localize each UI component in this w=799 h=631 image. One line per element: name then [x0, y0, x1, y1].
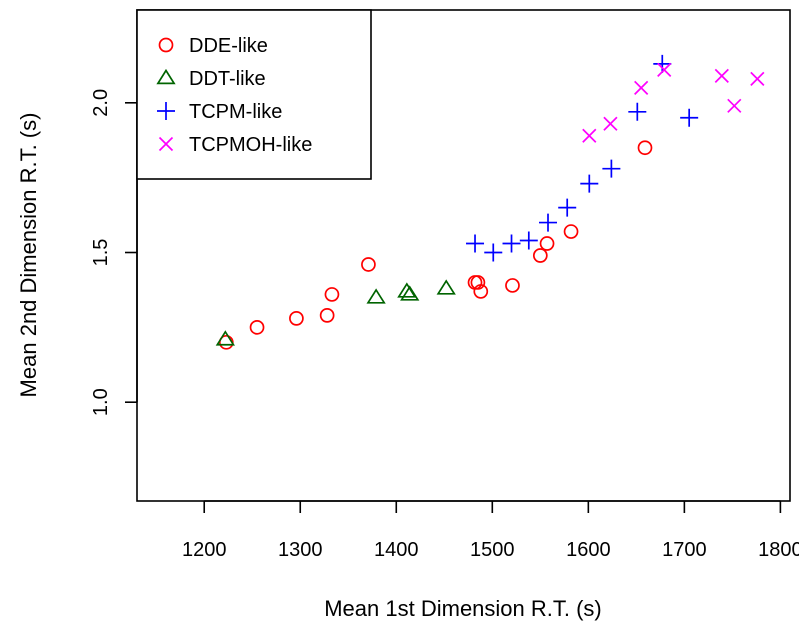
point-tcpmoh-like	[750, 71, 765, 86]
point-tcpm-like	[653, 54, 672, 73]
x-tick-label: 1600	[566, 539, 611, 561]
data-points	[215, 54, 765, 350]
point-ddt-like	[215, 330, 235, 346]
legend-label-tcpmoh-like: TCPMOH-like	[189, 134, 312, 156]
point-tcpm-like	[602, 159, 621, 178]
point-dde-like	[324, 287, 340, 302]
x-tick-label: 1300	[278, 539, 323, 561]
x-tick-label: 1400	[374, 539, 419, 561]
point-tcpmoh-like	[657, 62, 672, 77]
point-tcpm-like	[519, 231, 538, 250]
x-tick-label: 1200	[182, 539, 227, 561]
point-ddt-like	[436, 279, 456, 295]
point-dde-like	[473, 284, 489, 299]
point-tcpm-like	[558, 198, 577, 217]
x-tick-label: 1800	[758, 539, 799, 561]
y-tick-label: 1.5	[90, 239, 112, 267]
point-tcpmoh-like	[582, 128, 597, 143]
point-tcpm-like	[539, 213, 558, 232]
legend: DDE-like DDT-like TCPM-like TCPMOH-like	[136, 9, 372, 180]
point-dde-like	[319, 308, 335, 323]
legend-label-ddt-like: DDT-like	[189, 68, 266, 90]
y-axis-label: Mean 2nd Dimension R.T. (s)	[16, 113, 41, 398]
legend-marker-tcpmoh-like	[158, 136, 174, 152]
x-tick-label: 1500	[470, 539, 515, 561]
y-tick-label: 1.0	[90, 388, 112, 416]
point-tcpm-like	[484, 243, 503, 262]
legend-label-dde-like: DDE-like	[189, 35, 268, 57]
point-dde-like	[563, 224, 579, 239]
legend-marker-tcpm-like	[157, 102, 175, 120]
legend-marker-ddt-like	[156, 68, 176, 85]
legend-marker-dde-like	[158, 37, 174, 53]
point-dde-like	[470, 275, 486, 290]
point-ddt-like	[400, 285, 420, 301]
point-tcpmoh-like	[634, 80, 649, 95]
point-tcpm-like	[580, 174, 599, 193]
point-tcpmoh-like	[603, 116, 618, 131]
point-dde-like	[637, 140, 653, 156]
y-axis: 1.0 1.5 2.0	[90, 89, 138, 416]
point-dde-like	[505, 278, 520, 293]
point-tcpm-like	[502, 234, 521, 253]
point-dde-like	[289, 311, 304, 326]
legend-label-tcpm-like: TCPM-like	[189, 101, 282, 123]
point-tcpm-like	[680, 108, 699, 127]
point-ddt-like	[366, 288, 386, 304]
point-dde-like	[361, 257, 376, 272]
y-tick-label: 2.0	[90, 89, 112, 117]
point-tcpmoh-like	[727, 98, 742, 113]
point-tcpmoh-like	[714, 68, 729, 83]
point-dde-like	[539, 236, 555, 251]
legend-box	[136, 9, 372, 180]
point-tcpm-like	[628, 102, 647, 121]
point-tcpm-like	[466, 234, 485, 253]
x-axis: 1200 1300 1400 1500 1600 1700 1800	[182, 500, 799, 561]
x-axis-label: Mean 1st Dimension R.T. (s)	[324, 596, 602, 621]
point-dde-like	[249, 320, 265, 335]
x-tick-label: 1700	[662, 539, 707, 561]
point-dde-like	[532, 248, 548, 263]
